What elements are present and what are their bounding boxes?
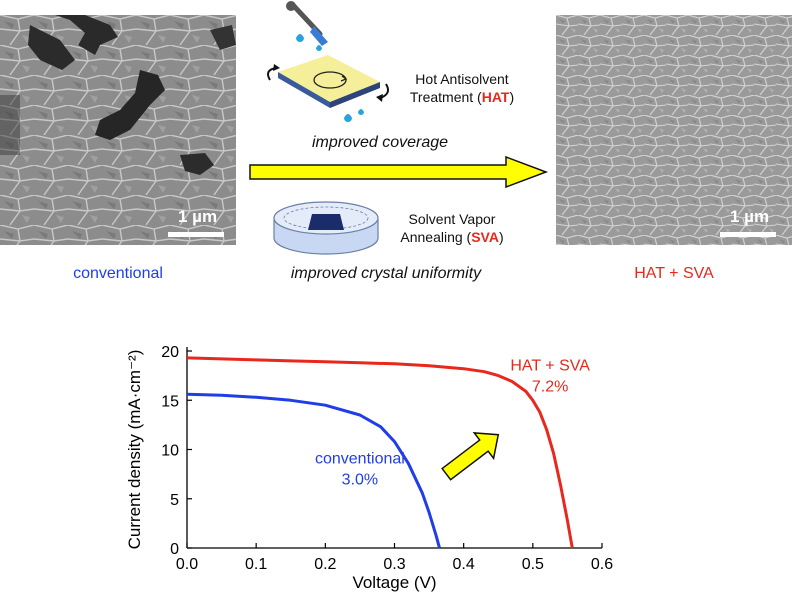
sva-label-line2: Annealing (SVA)	[392, 228, 512, 246]
scale-bar-right	[720, 232, 776, 237]
series-label-hat-sva: 7.2%	[532, 379, 568, 396]
y-tick-label: 5	[170, 492, 179, 509]
y-tick-label: 10	[161, 443, 179, 460]
x-tick-label: 0.0	[176, 556, 198, 573]
y-tick-label: 15	[161, 393, 179, 410]
hat-label-suffix: )	[509, 89, 515, 105]
y-tick-label: 0	[170, 541, 179, 558]
chart-labels: conventional 3.0% HAT + SVA 7.2%	[315, 358, 590, 489]
process-arrow-icon	[249, 155, 549, 189]
x-tick-label: 0.6	[591, 556, 613, 573]
caption-conventional: conventional	[73, 265, 163, 282]
x-axis-label: Voltage (V)	[352, 573, 436, 592]
chart-curves	[186, 356, 574, 549]
x-tick-label: 0.4	[453, 556, 475, 573]
hat-label-line1: Hot Antisolvent	[415, 71, 509, 87]
series-line-hat-sva	[186, 356, 574, 549]
scale-bar-left	[168, 232, 224, 237]
x-tick-label: 0.3	[383, 556, 405, 573]
caption-hat-sva: HAT + SVA	[634, 265, 714, 282]
jv-chart: 0.0 0.1 0.2 0.3 0.4 0.5 0.6 0 5 10 15 20 Voltage (V)…	[125, 344, 613, 592]
sva-label-suffix: )	[498, 229, 504, 245]
pipette-icon	[286, 1, 328, 46]
hat-benefit: improved coverage	[311, 134, 449, 151]
sva-benefit: improved crystal uniformity	[290, 265, 482, 282]
hat-substrate-illustration	[267, 1, 389, 122]
sva-label-line1: Solvent Vapor	[408, 211, 496, 227]
x-tick-label: 0.5	[522, 556, 544, 573]
improvement-arrow-icon	[441, 431, 500, 481]
x-tick-label: 0.1	[245, 556, 267, 573]
sva-abbrev: SVA	[471, 229, 499, 245]
series-label-hat-sva: HAT + SVA	[510, 358, 590, 375]
improvement-arrow-shape	[441, 431, 500, 481]
scale-label-left: 1 µm	[178, 207, 218, 226]
x-tick-label: 0.2	[314, 556, 336, 573]
sva-label-prefix: Annealing (	[400, 229, 472, 245]
series-label-conventional: 3.0%	[342, 471, 378, 488]
hat-label-prefix: Treatment (	[409, 89, 482, 105]
sva-label: Solvent Vapor Annealing (SVA)	[392, 210, 512, 246]
y-axis-label: Current density (mA·cm⁻²)	[125, 350, 144, 550]
hat-label-line2: Treatment (HAT)	[392, 88, 532, 106]
sva-petri-dish-illustration	[273, 201, 379, 255]
series-line-conventional	[186, 392, 441, 549]
y-tick-label: 20	[161, 344, 179, 361]
chart-axes: 0.0 0.1 0.2 0.3 0.4 0.5 0.6 0 5 10 15 20 Voltage (V)…	[125, 344, 613, 592]
hat-abbrev: HAT	[481, 89, 510, 105]
scale-label-right: 1 µm	[730, 207, 770, 226]
sem-image-conventional: 1 µm	[0, 15, 236, 245]
sem-image-hat-sva: 1 µm	[556, 15, 792, 245]
series-label-conventional: conventional	[315, 450, 405, 467]
hat-label: Hot Antisolvent Treatment (HAT)	[392, 70, 532, 106]
